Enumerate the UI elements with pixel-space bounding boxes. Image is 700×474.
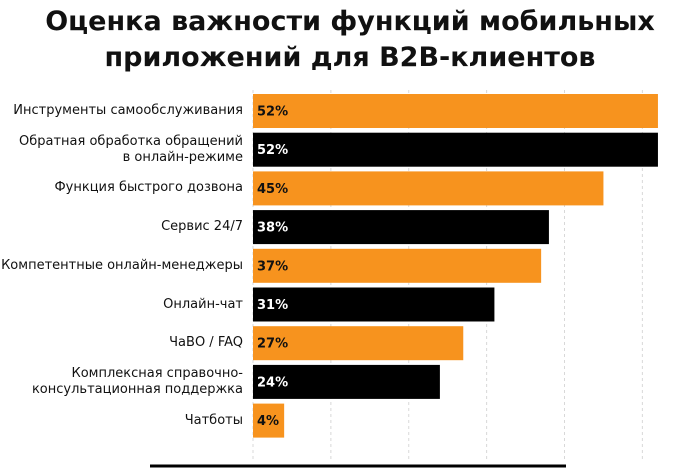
category-label: Сервис 24/7 <box>161 219 243 235</box>
category-label: Онлайн-чат <box>163 296 243 312</box>
bar <box>253 364 440 399</box>
value-label: 38% <box>257 221 288 236</box>
bar <box>253 287 495 322</box>
bar <box>253 94 658 128</box>
category-label: Комплексная справочно- консультационная … <box>31 365 243 397</box>
value-label: 4% <box>257 414 279 429</box>
value-label: 27% <box>257 337 288 352</box>
category-label: ЧаВО / FAQ <box>169 335 243 351</box>
value-label: 52% <box>257 105 288 120</box>
bar <box>253 210 549 245</box>
bar <box>253 248 542 283</box>
bar <box>253 326 464 361</box>
value-label: 37% <box>257 259 288 274</box>
category-label: Функция быстрого дозвона <box>54 180 243 196</box>
value-label: 31% <box>257 298 288 313</box>
value-label: 45% <box>257 182 288 197</box>
bar <box>253 403 285 438</box>
bar <box>253 171 604 206</box>
value-label: 52% <box>257 143 288 158</box>
category-label: Инструменты самообслуживания <box>13 103 243 118</box>
category-label: Чатботы <box>184 412 243 428</box>
chart-title: Оценка важности функций мобильных прилож… <box>45 6 655 73</box>
bar <box>253 132 658 167</box>
category-label: Обратная обработка обращений в онлайн-ре… <box>19 133 243 165</box>
category-label: Компетентные онлайн-менеджеры <box>1 257 243 273</box>
value-label: 24% <box>257 375 288 390</box>
